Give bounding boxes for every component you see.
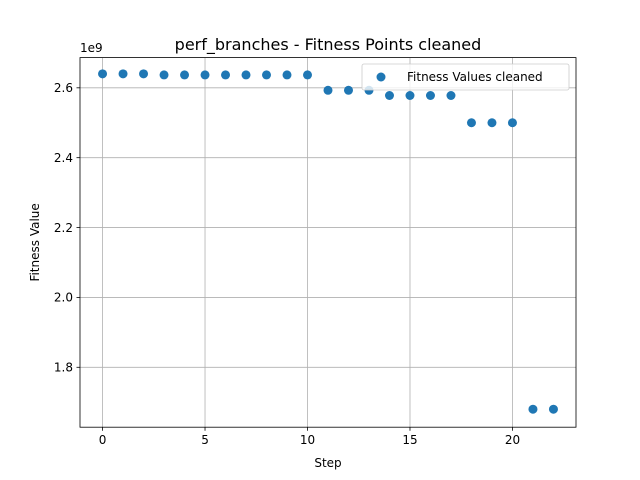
data-point (425, 91, 435, 101)
data-point (139, 69, 149, 79)
data-point (262, 70, 272, 80)
data-points (98, 69, 558, 414)
x-tick-label: 20 (505, 433, 520, 447)
data-point (282, 70, 292, 80)
plot-area-frame (79, 57, 577, 428)
y-tick-label: 2.0 (54, 291, 73, 305)
data-point (507, 118, 517, 128)
x-tick-label: 10 (300, 433, 315, 447)
data-point (528, 404, 538, 414)
y-axis-offset-label: 1e9 (80, 41, 103, 55)
chart-title: perf_branches - Fitness Points cleaned (175, 35, 482, 55)
y-axis-label: Fitness Value (28, 203, 42, 281)
data-point (118, 69, 128, 79)
data-point (241, 70, 251, 80)
legend: Fitness Values cleaned (361, 63, 570, 91)
y-tick-label: 1.8 (54, 361, 73, 375)
y-tick-label: 2.4 (54, 151, 73, 165)
data-point (487, 118, 497, 128)
data-point (384, 91, 394, 101)
x-tick-label: 5 (201, 433, 209, 447)
data-point (221, 70, 231, 80)
data-point (446, 91, 456, 101)
legend-box (361, 63, 570, 91)
x-tick-label: 15 (402, 433, 417, 447)
y-tick-label: 2.6 (54, 81, 73, 95)
data-point (98, 69, 108, 79)
data-point (159, 70, 169, 80)
axis-ticks: 0 5 10 15 20 1.8 2.0 2.2 2.4 2.6 (54, 81, 520, 447)
y-tick-label: 2.2 (54, 221, 73, 235)
legend-label: Fitness Values cleaned (407, 70, 543, 84)
x-axis-label: Step (314, 456, 341, 470)
data-point (548, 404, 558, 414)
data-point (323, 85, 333, 95)
data-point (180, 70, 190, 80)
data-point (343, 85, 353, 95)
x-tick-label: 0 (99, 433, 107, 447)
data-point (303, 70, 313, 80)
data-point (405, 91, 415, 101)
data-point (466, 118, 476, 128)
data-point (200, 70, 210, 80)
legend-marker (376, 72, 386, 82)
